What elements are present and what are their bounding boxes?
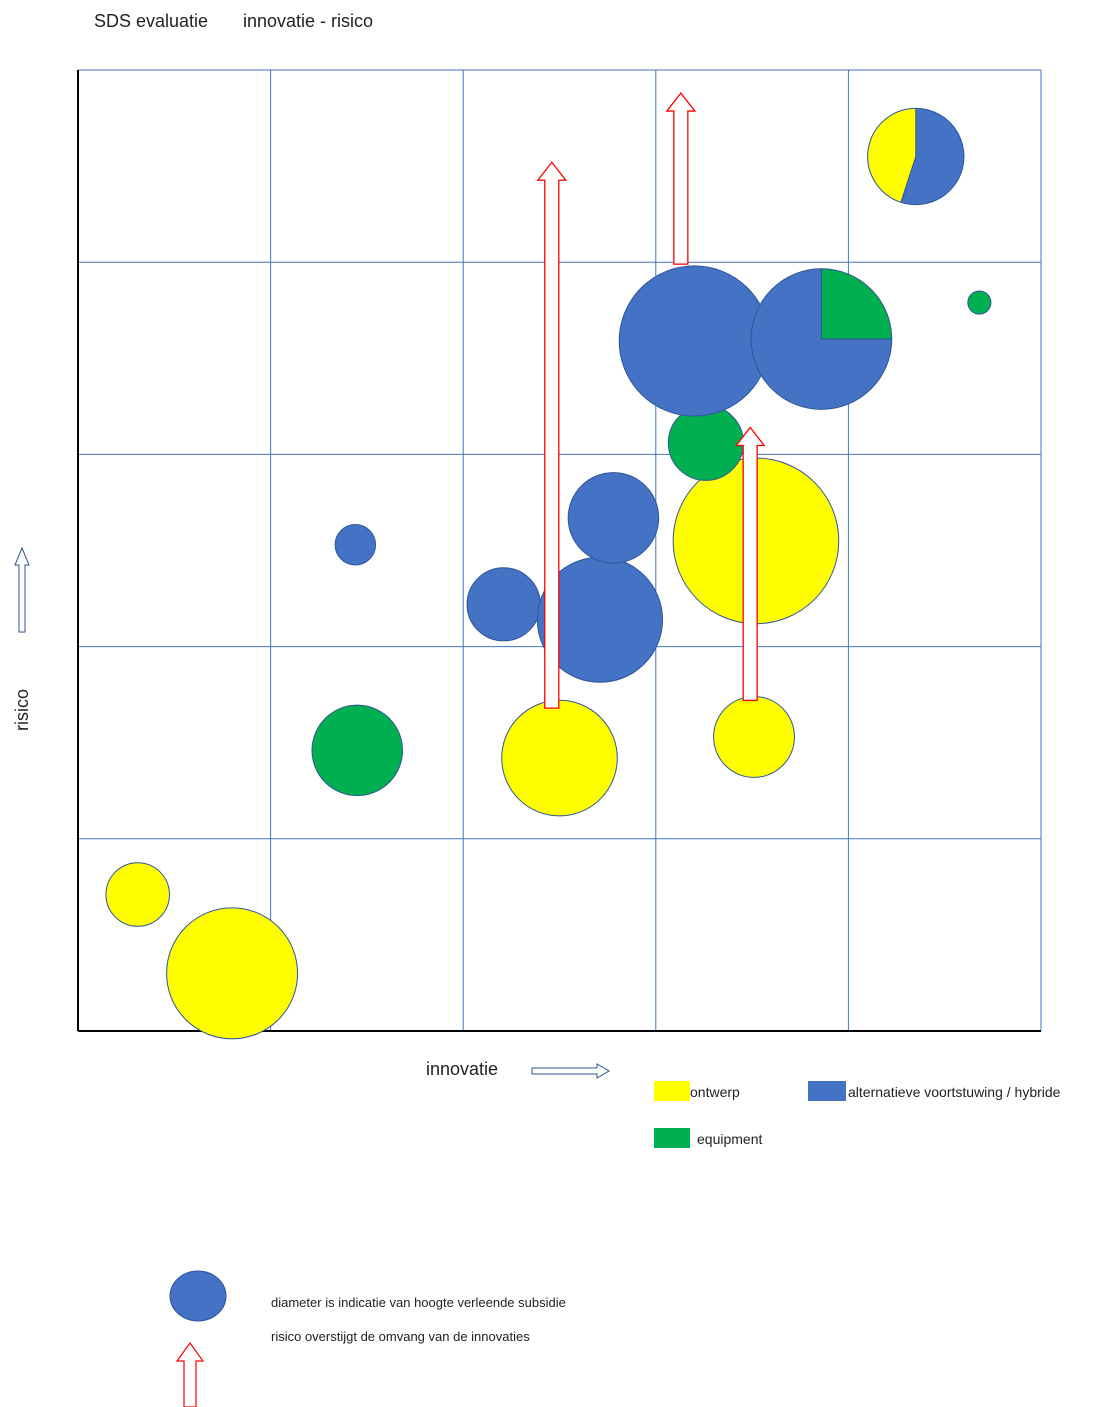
x-axis-label-group: innovatie bbox=[426, 1059, 610, 1079]
legend-label: ontwerp bbox=[690, 1084, 740, 1100]
legend-entry-alternatieve-voortstuwing: alternatieve voortstuwing / hybride bbox=[808, 1081, 1061, 1101]
y-axis-label: risico bbox=[12, 689, 32, 731]
risk-arrow-icon bbox=[175, 1341, 205, 1407]
y-axis-label-group: risico bbox=[12, 546, 32, 731]
chart-title: SDS evaluatie bbox=[94, 11, 208, 31]
legend: ontwerp alternatieve voortstuwing / hybr… bbox=[654, 1081, 1061, 1148]
bubble-alternatieve-voortstuwing-hybride bbox=[466, 567, 541, 642]
pie-slice-alternatieve-voortstuwing-hybride bbox=[750, 268, 893, 410]
x-axis-label: innovatie bbox=[426, 1059, 498, 1079]
risk-arrow bbox=[734, 426, 766, 702]
pie-slice-equipment bbox=[820, 268, 893, 340]
bubble-icon bbox=[169, 1270, 227, 1322]
note-text: diameter is indicatie van hoogte verleen… bbox=[271, 1295, 566, 1310]
axes bbox=[77, 70, 1041, 1032]
risk-arrow bbox=[536, 161, 568, 709]
legend-label: equipment bbox=[697, 1131, 762, 1147]
pie-bubble bbox=[750, 268, 893, 410]
risk-arrows bbox=[536, 92, 766, 709]
grid-lines bbox=[78, 69, 1042, 1031]
bubble-alternatieve-voortstuwing-hybride bbox=[618, 265, 770, 417]
legend-swatch bbox=[808, 1081, 846, 1101]
risk-arrow bbox=[665, 92, 697, 265]
legend-entry-ontwerp: ontwerp bbox=[654, 1081, 740, 1101]
pie-slice-alternatieve-voortstuwing-hybride bbox=[900, 107, 965, 206]
y-axis-arrow-icon bbox=[14, 546, 30, 633]
legend-entry-equipment: equipment bbox=[654, 1128, 762, 1148]
x-axis-arrow-icon bbox=[531, 1063, 610, 1079]
legend-swatch bbox=[654, 1128, 690, 1148]
bubble-ontwerp bbox=[501, 699, 618, 817]
bubble-ontwerp bbox=[105, 862, 170, 927]
bubble-equipment bbox=[967, 290, 992, 315]
pie-bubble bbox=[867, 107, 965, 206]
pie-slice-ontwerp bbox=[867, 107, 917, 203]
legend-swatch bbox=[654, 1081, 690, 1101]
note-text: risico overstijgt de omvang van de innov… bbox=[271, 1329, 530, 1344]
legend-label: alternatieve voortstuwing / hybride bbox=[848, 1084, 1061, 1100]
bubble-equipment bbox=[311, 704, 404, 797]
note-bubble: diameter is indicatie van hoogte verleen… bbox=[169, 1270, 566, 1322]
note-arrow: risico overstijgt de omvang van de innov… bbox=[175, 1329, 530, 1407]
bubble-alternatieve-voortstuwing-hybride bbox=[567, 472, 660, 564]
bubble-ontwerp bbox=[713, 695, 795, 778]
bubble-alternatieve-voortstuwing-hybride bbox=[334, 524, 377, 566]
bubble-ontwerp bbox=[166, 907, 299, 1040]
bubble-equipment bbox=[667, 404, 744, 481]
chart-subtitle: innovatie - risico bbox=[243, 11, 373, 31]
